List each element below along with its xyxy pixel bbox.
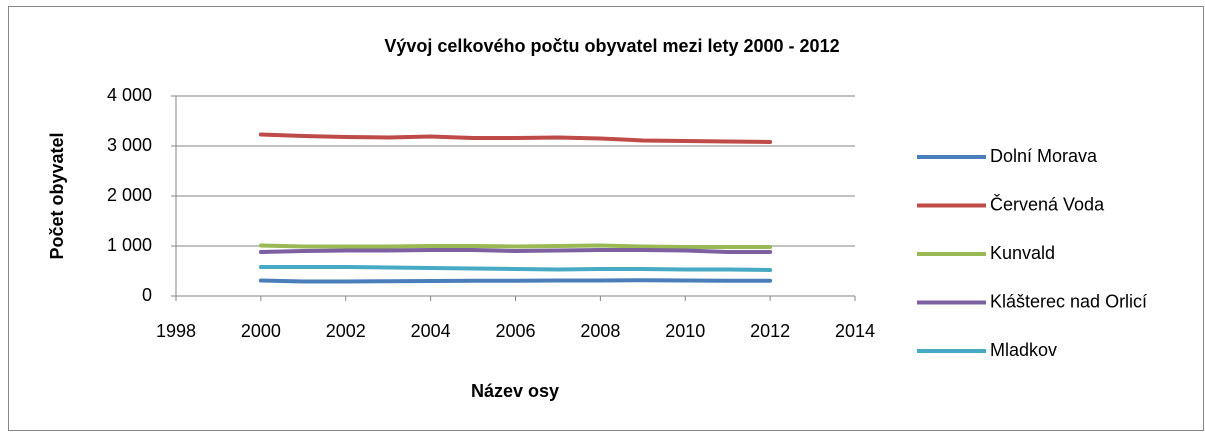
x-tick-label: 2012 (750, 321, 790, 341)
x-tick-label: 1998 (156, 321, 196, 341)
legend-label: Kunvald (990, 243, 1055, 263)
x-tick-label: 2002 (326, 321, 366, 341)
legend-label: Mladkov (990, 340, 1057, 360)
x-axis-label: Název osy (471, 381, 559, 401)
y-tick-label: 1 000 (107, 235, 152, 255)
y-tick-label: 4 000 (107, 85, 152, 105)
x-tick-label: 2000 (241, 321, 281, 341)
legend-label: Klášterec nad Orlicí (990, 291, 1147, 311)
legend-label: Červená Voda (990, 193, 1105, 214)
x-tick-label: 2004 (411, 321, 451, 341)
x-tick-label: 2006 (495, 321, 535, 341)
y-tick-label: 2 000 (107, 185, 152, 205)
y-tick-label: 0 (142, 285, 152, 305)
chart-title: Vývoj celkového počtu obyvatel mezi lety… (384, 36, 839, 56)
x-tick-label: 2014 (835, 321, 875, 341)
series-line (258, 248, 773, 254)
legend-label: Dolní Morava (990, 146, 1098, 166)
y-axis-label: Počet obyvatel (47, 132, 67, 259)
x-tick-label: 2008 (580, 321, 620, 341)
series-line (258, 278, 773, 284)
y-tick-label: 3 000 (107, 135, 152, 155)
series-line (258, 132, 773, 144)
series-line (258, 265, 773, 272)
series-line (258, 243, 773, 249)
x-tick-label: 2010 (665, 321, 705, 341)
chart-border (8, 6, 1204, 431)
